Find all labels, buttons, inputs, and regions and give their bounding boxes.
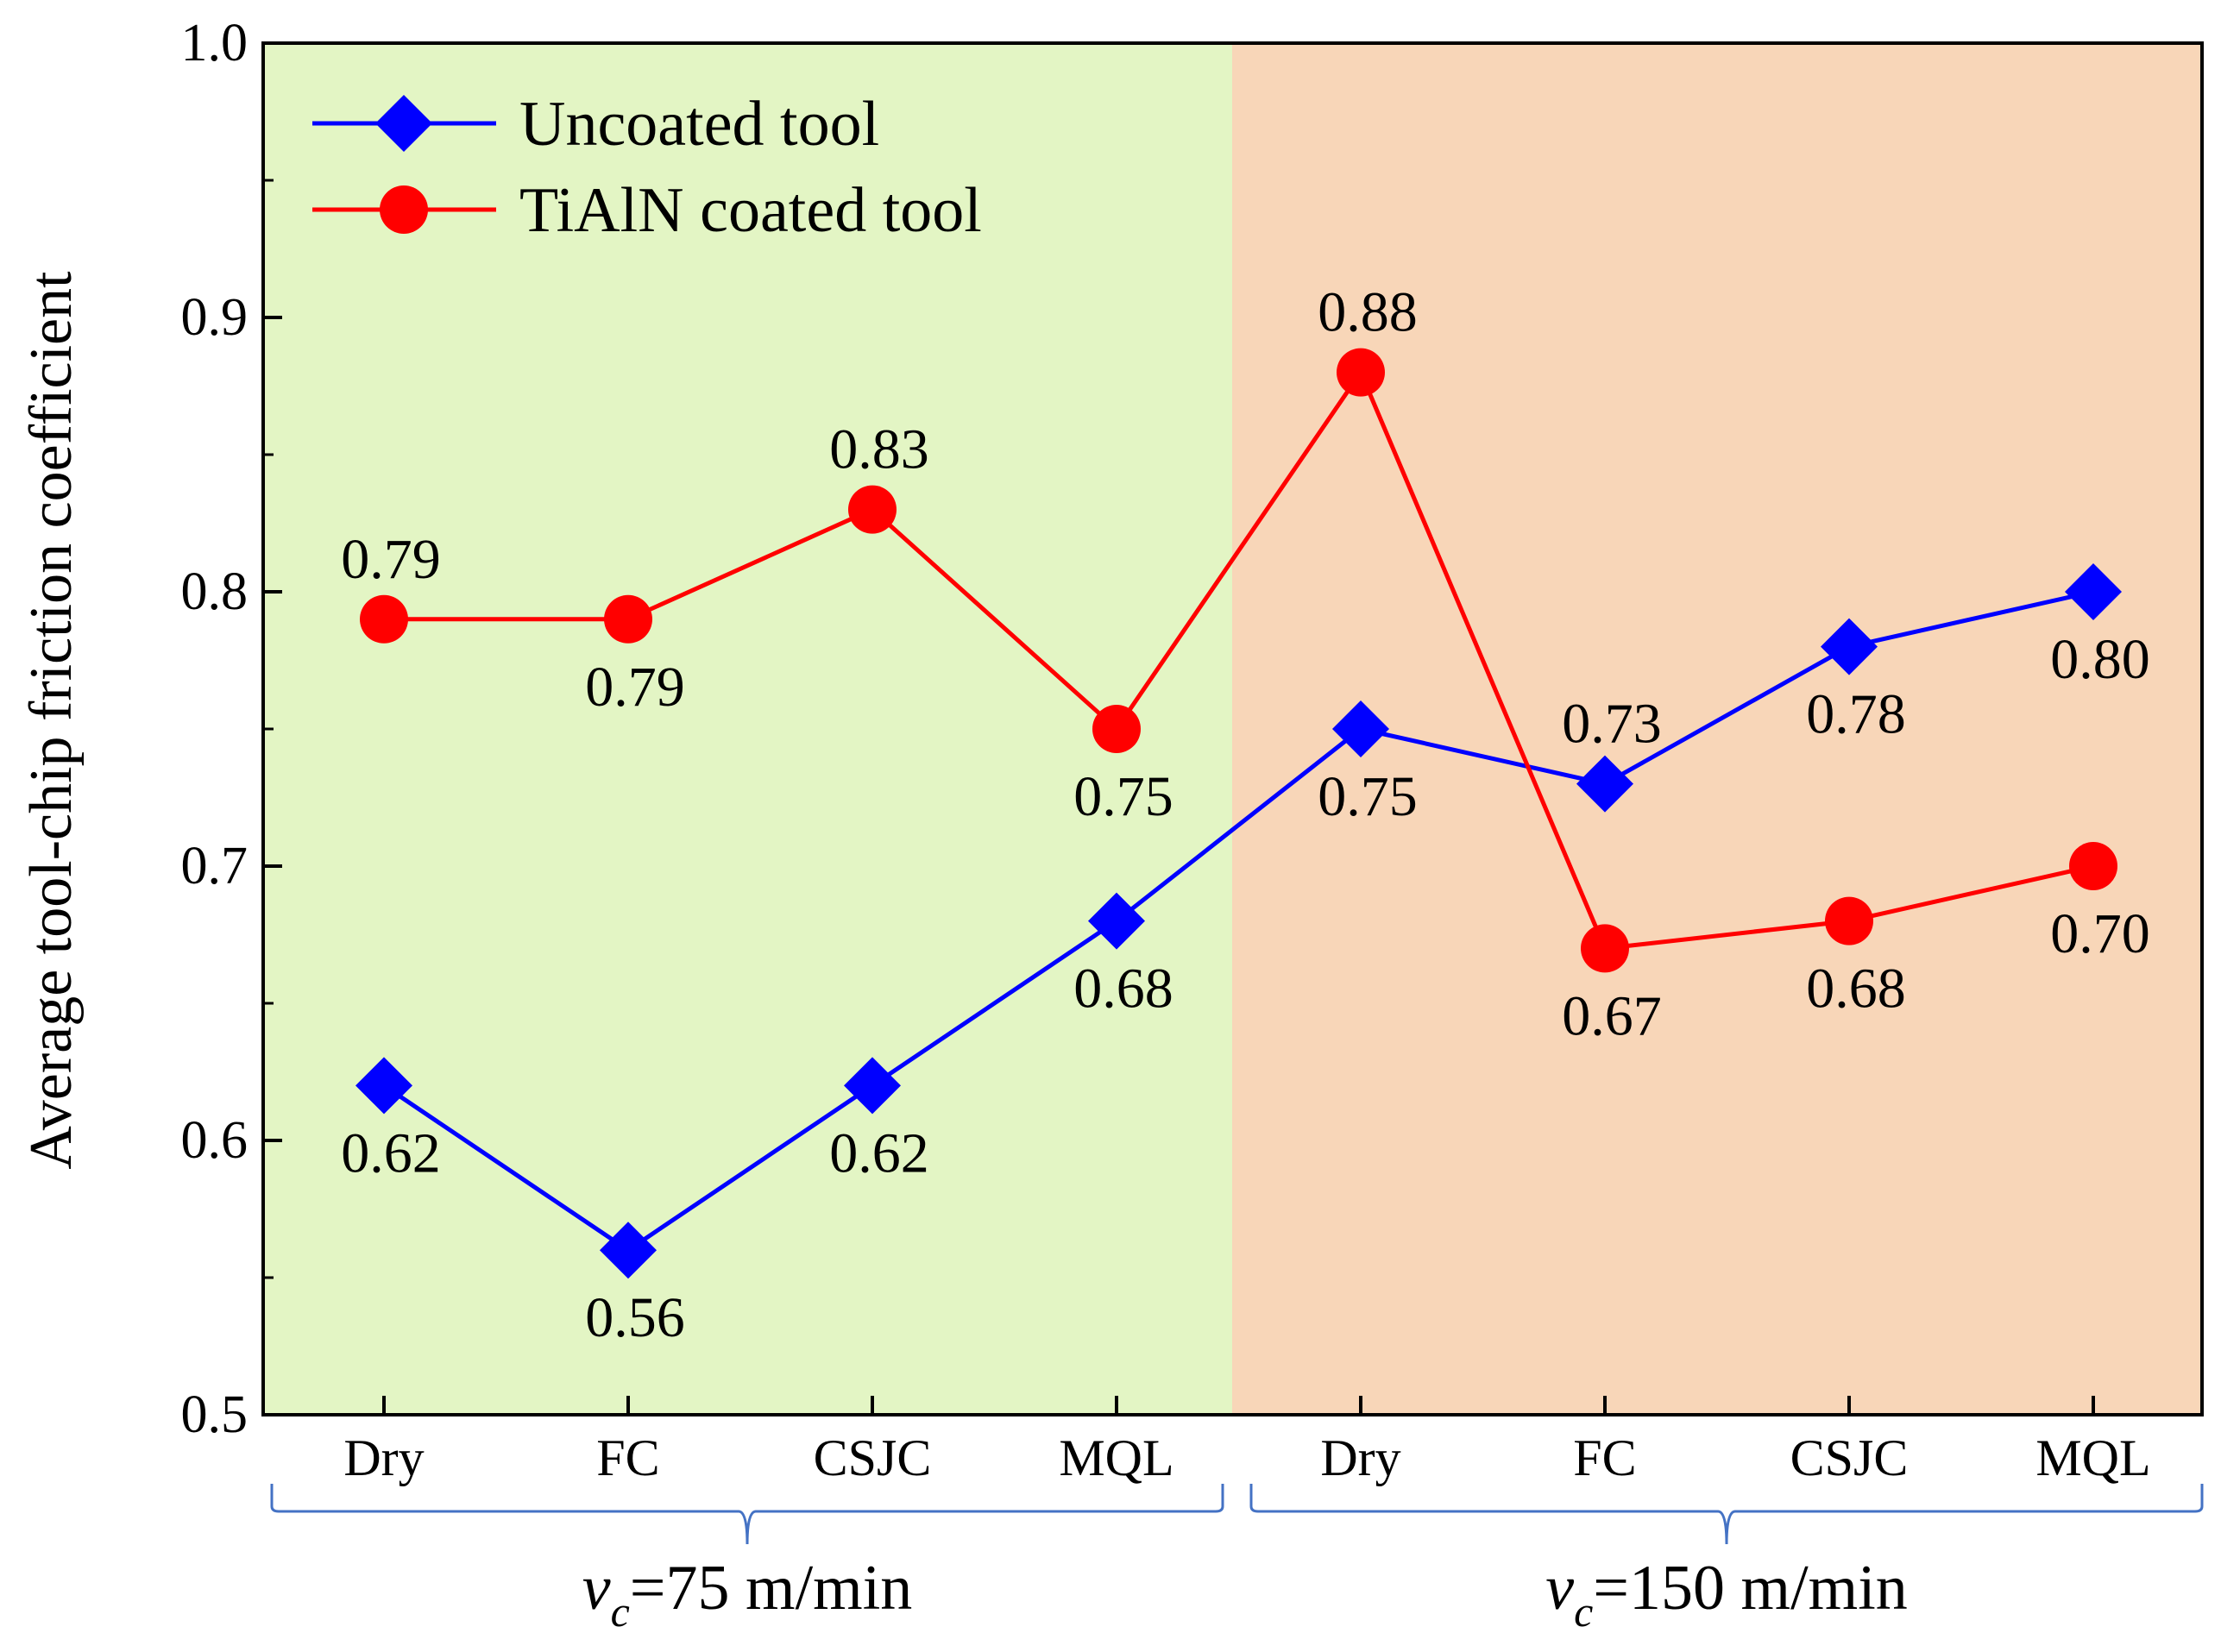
data-label: 0.68: [1073, 958, 1173, 1021]
y-tick-label: 0.7: [181, 837, 249, 895]
data-label: 0.67: [1562, 984, 1662, 1047]
data-label: 0.62: [829, 1121, 929, 1184]
group-bracket: [270, 1484, 1224, 1545]
category-label: FC: [596, 1429, 659, 1486]
category-label: Dry: [1320, 1429, 1400, 1486]
uncoated-point: [600, 1222, 657, 1279]
group-label: vc=150 m/min: [1545, 1553, 1908, 1636]
coated-point: [604, 594, 652, 644]
uncoated-point: [1821, 618, 1878, 675]
uncoated-point: [2065, 563, 2122, 620]
legend-circle-marker: [380, 185, 428, 234]
series-line-1: [382, 589, 2094, 1253]
category-label: MQL: [1059, 1429, 1173, 1486]
coated-point: [1581, 924, 1629, 973]
coated-point: [1092, 705, 1141, 753]
y-tick-label: 0.9: [181, 288, 249, 347]
data-label: 0.56: [585, 1286, 685, 1349]
group-background-2: [1232, 43, 2202, 1415]
uncoated-point: [1332, 700, 1389, 757]
coated-point: [1825, 896, 1873, 945]
uncoated-point: [1088, 892, 1145, 950]
data-label: 0.70: [2050, 902, 2150, 965]
category-label: MQL: [2035, 1429, 2150, 1486]
axes: 0.5 0.6 0.7 0.8 0.9 1.0 Dry FC CSJC MQL Dry FC CSJC M…: [181, 14, 2204, 1486]
data-label: 0.62: [341, 1121, 441, 1184]
uncoated-point: [844, 1057, 901, 1115]
y-tick-label: 1.0: [181, 14, 249, 72]
data-label: 0.80: [2050, 628, 2150, 691]
coated-point: [1337, 348, 1385, 397]
legend-label: TiAlN coated tool: [519, 175, 982, 246]
data-label: 0.68: [1806, 958, 1906, 1021]
legend: Uncoated tool TiAlN coated tool: [312, 89, 982, 246]
y-tick-label: 0.5: [181, 1385, 249, 1444]
data-label: 0.75: [1318, 765, 1418, 828]
data-label: 0.88: [1318, 281, 1418, 344]
category-label: CSJC: [1790, 1429, 1909, 1486]
y-tick-label: 0.8: [181, 562, 249, 621]
category-label: CSJC: [814, 1429, 932, 1486]
data-label: 0.75: [1073, 765, 1173, 828]
y-axis-title: Average tool-chip friction coefficient: [18, 271, 85, 1170]
group-label: vc=75 m/min: [582, 1553, 913, 1636]
data-label: 0.83: [829, 418, 929, 481]
series-layer: [355, 348, 2122, 1279]
group-bracket: [1249, 1484, 2204, 1545]
data-label: 0.79: [341, 528, 441, 591]
data-label: 0.78: [1806, 683, 1906, 746]
group-backgrounds: [263, 43, 2202, 1415]
series-line-2: [384, 367, 2094, 952]
uncoated-point: [1576, 755, 1633, 813]
legend-diamond-marker: [375, 95, 432, 152]
legend-label: Uncoated tool: [519, 89, 879, 160]
coated-point: [848, 485, 897, 534]
category-label: FC: [1573, 1429, 1636, 1486]
coated-point: [2069, 842, 2117, 890]
data-label: 0.73: [1562, 693, 1662, 756]
y-tick-label: 0.6: [181, 1111, 249, 1170]
uncoated-point: [355, 1057, 412, 1115]
group-background-1: [263, 43, 1232, 1415]
coated-point: [360, 594, 408, 644]
category-label: Dry: [343, 1429, 424, 1486]
data-label: 0.79: [585, 656, 685, 719]
data-labels: 0.62 0.56 0.62 0.68 0.75 0.73 0.78 0.80 0.79 0.79…: [341, 281, 2150, 1350]
category-groups: vc=75 m/min vc=150 m/min: [270, 1484, 2204, 1636]
